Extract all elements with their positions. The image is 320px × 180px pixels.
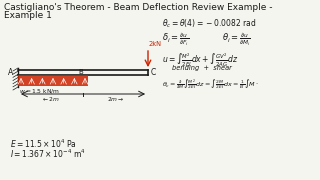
Text: Example 1: Example 1 xyxy=(4,11,52,20)
Text: $\theta_i = \frac{\partial u}{\partial M_i}$: $\theta_i = \frac{\partial u}{\partial M… xyxy=(222,32,251,49)
Text: $2m\rightarrow$: $2m\rightarrow$ xyxy=(107,95,124,103)
Text: $\theta_c = \theta(4) = -0.0082$ rad: $\theta_c = \theta(4) = -0.0082$ rad xyxy=(162,18,256,30)
Text: $E = 11.5\times10^4$ Pa: $E = 11.5\times10^4$ Pa xyxy=(10,138,77,150)
Text: $\leftarrow 2m$: $\leftarrow 2m$ xyxy=(41,95,60,103)
Text: Castigliano's Theorem - Beam Deflection Review Example -: Castigliano's Theorem - Beam Deflection … xyxy=(4,3,273,12)
Text: C: C xyxy=(150,68,156,77)
Text: $I = 1.367\times10^{-4}$ m$^4$: $I = 1.367\times10^{-4}$ m$^4$ xyxy=(10,148,86,160)
Text: $\delta_i = \frac{\partial u}{\partial F_i}$: $\delta_i = \frac{\partial u}{\partial F… xyxy=(162,32,189,49)
Text: bending  +  shear: bending + shear xyxy=(172,65,232,71)
Text: $w = 1.5$ kN/m: $w = 1.5$ kN/m xyxy=(19,87,60,95)
Text: A: A xyxy=(8,68,14,77)
Text: $u = \int\frac{M^2}{2EI}dx + \int\frac{GV^2}{2AG}dz$: $u = \int\frac{M^2}{2EI}dx + \int\frac{G… xyxy=(162,52,238,69)
Text: 2kN: 2kN xyxy=(149,41,162,47)
Text: B: B xyxy=(79,69,84,75)
Text: $\theta_c = \frac{\partial}{\partial M}\int\frac{M^2}{2EI}dz = \int\frac{2M}{2EI: $\theta_c = \frac{\partial}{\partial M}\… xyxy=(162,78,259,92)
Bar xyxy=(18,75,88,86)
